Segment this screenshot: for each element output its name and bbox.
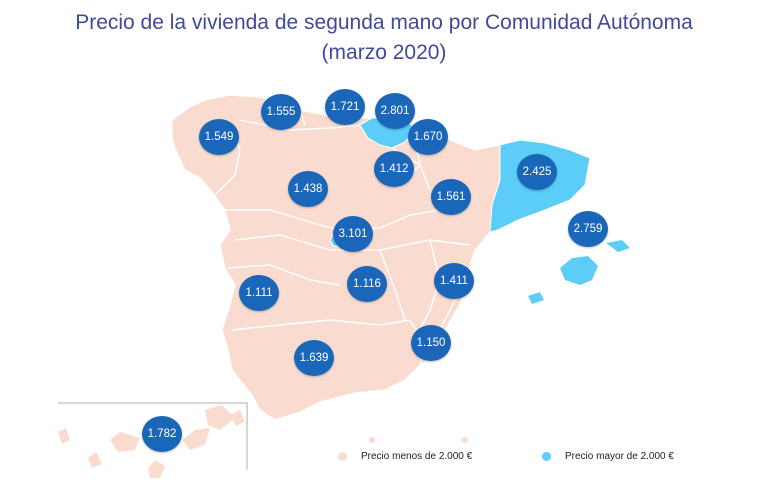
legend-swatch-below — [338, 452, 347, 461]
map-title: Precio de la vivienda de segunda mano po… — [0, 8, 768, 68]
price-bubble-madrid: 3.101 — [333, 216, 373, 252]
price-bubble-murcia: 1.150 — [411, 325, 451, 361]
price-bubble-extremadura: 1.111 — [239, 275, 279, 311]
baleares-shape — [528, 240, 630, 304]
legend-label-below: Precio menos de 2.000 € — [361, 451, 473, 462]
price-bubble-cantabria: 1.721 — [325, 89, 365, 125]
price-bubble-castilla-la-mancha: 1.116 — [347, 266, 387, 302]
price-bubble-andalucia: 1.639 — [294, 340, 334, 376]
canarias-inset-frame — [58, 402, 248, 470]
price-bubble-valencia: 1.411 — [434, 263, 474, 299]
price-bubble-aragon: 1.561 — [431, 179, 471, 215]
price-bubble-navarra: 1.670 — [408, 119, 448, 155]
melilla-shape — [462, 437, 468, 443]
price-bubble-la-rioja: 1.412 — [374, 151, 414, 187]
price-bubble-pais-vasco: 2.801 — [375, 93, 415, 129]
map-title-line2: (marzo 2020) — [321, 41, 447, 64]
legend-item-above: Precio mayor de 2.000 € — [542, 451, 674, 462]
price-bubble-canarias: 1.782 — [142, 416, 182, 452]
legend-swatch-above — [542, 452, 551, 461]
canarias-shape — [58, 405, 245, 478]
legend-label-above: Precio mayor de 2.000 € — [565, 451, 674, 462]
map-title-line1: Precio de la vivienda de segunda mano po… — [75, 11, 693, 34]
price-bubble-baleares: 2.759 — [568, 211, 608, 247]
price-bubble-cataluna: 2.425 — [517, 154, 557, 190]
price-bubble-castilla-leon: 1.438 — [288, 171, 328, 207]
price-bubble-galicia: 1.549 — [199, 119, 239, 155]
ceuta-shape — [369, 437, 375, 443]
legend-item-below: Precio menos de 2.000 € — [338, 451, 472, 462]
price-bubble-asturias: 1.555 — [261, 94, 301, 130]
